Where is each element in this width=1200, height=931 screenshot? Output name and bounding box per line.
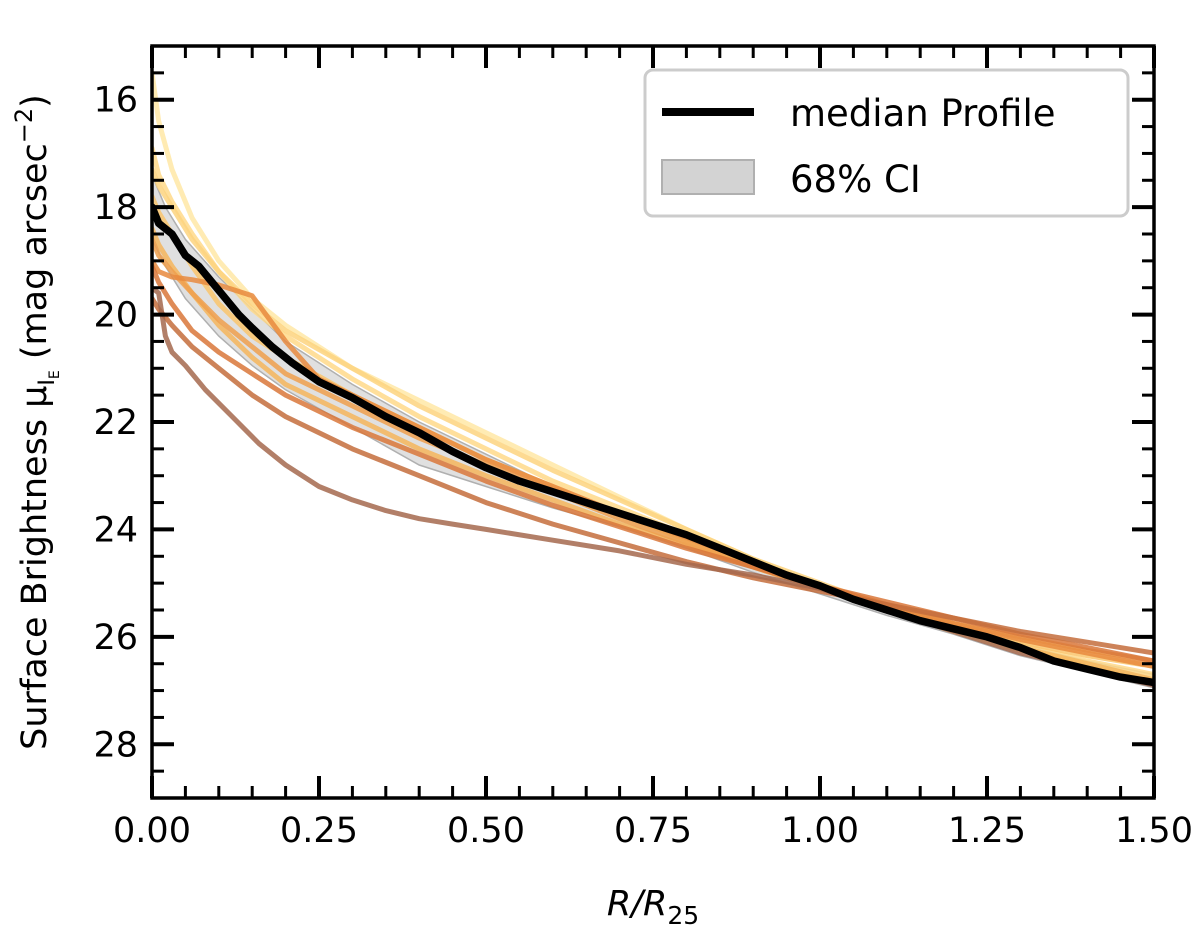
x-tick-label: 1.25 bbox=[948, 811, 1026, 851]
y-tick-label: 16 bbox=[93, 81, 138, 121]
x-tick-label: 0.25 bbox=[280, 811, 358, 851]
ci-band-layer bbox=[152, 174, 1154, 689]
x-tick-label: 0.00 bbox=[113, 811, 191, 851]
legend: median Profile 68% CI bbox=[643, 68, 1130, 218]
x-tick-labels: 0.00 0.25 0.50 0.75 1.00 1.25 1.50 bbox=[113, 811, 1193, 851]
profile-line-9 bbox=[152, 296, 1154, 656]
legend-ci-swatch bbox=[661, 159, 755, 195]
y-tick-label: 24 bbox=[93, 510, 138, 550]
y-tick-label: 28 bbox=[93, 725, 138, 765]
y-axis-label: Surface Brightness μIE (mag arcsec−2) bbox=[10, 94, 63, 750]
legend-ci-label: 68% CI bbox=[790, 158, 921, 201]
x-axis-label: R/R25 bbox=[607, 884, 699, 930]
ticks-layer bbox=[150, 44, 1156, 800]
legend-median-label: median Profile bbox=[790, 92, 1056, 135]
median-profile-line bbox=[152, 203, 1154, 687]
profile-line-7 bbox=[152, 258, 1154, 669]
y-tick-label: 22 bbox=[93, 403, 138, 443]
x-tick-label: 1.00 bbox=[781, 811, 859, 851]
x-tick-label: 1.50 bbox=[1115, 811, 1193, 851]
y-tick-labels: 16 18 20 22 24 26 28 bbox=[93, 81, 138, 766]
y-tick-label: 26 bbox=[93, 618, 138, 658]
x-tick-label: 0.50 bbox=[447, 811, 525, 851]
y-tick-label: 18 bbox=[93, 188, 138, 228]
x-tick-label: 0.75 bbox=[614, 811, 692, 851]
y-tick-label: 20 bbox=[93, 296, 138, 336]
ci-band bbox=[152, 174, 1154, 689]
legend-box bbox=[643, 68, 1130, 218]
plot-frame bbox=[150, 44, 1156, 800]
median-layer bbox=[152, 203, 1154, 687]
